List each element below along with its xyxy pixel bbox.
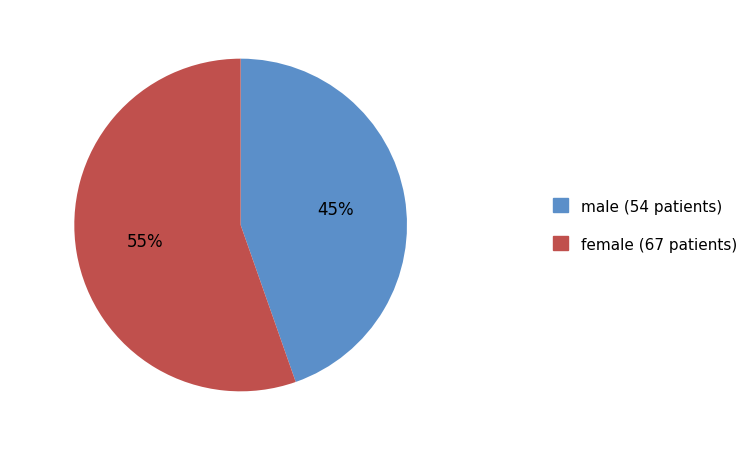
Legend: male (54 patients), female (67 patients): male (54 patients), female (67 patients) (553, 199, 737, 252)
Wedge shape (74, 60, 296, 391)
Text: 55%: 55% (127, 233, 164, 251)
Text: 45%: 45% (317, 200, 354, 218)
Wedge shape (241, 60, 407, 382)
